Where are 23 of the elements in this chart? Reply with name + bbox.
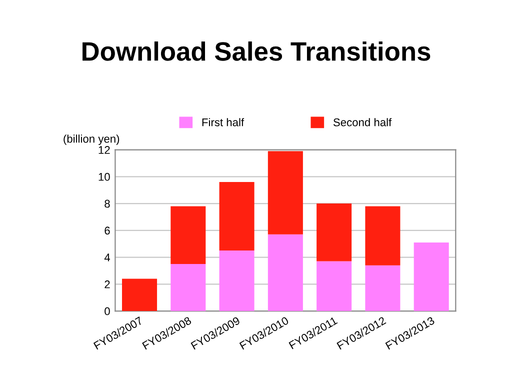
y-tick-label: 10	[98, 172, 110, 181]
bar	[316, 261, 352, 312]
y-tick-label: 12	[98, 146, 110, 154]
y-tick-label: 4	[104, 254, 110, 262]
bar	[316, 204, 352, 262]
y-tick-label: 6	[104, 226, 110, 235]
bar	[268, 151, 303, 234]
bar	[414, 242, 449, 312]
bar	[122, 278, 158, 312]
bar	[170, 264, 206, 312]
bar	[268, 234, 303, 312]
legend-label: First half	[202, 118, 244, 126]
bar	[365, 206, 400, 266]
bar	[170, 206, 206, 264]
legend-label: Second half	[333, 118, 392, 126]
y-tick-label: 2	[104, 280, 110, 288]
chart-title: Download Sales Transitions	[82, 41, 430, 61]
y-axis-title: (billion yen)	[64, 134, 120, 145]
bar	[219, 182, 254, 251]
bar	[365, 265, 400, 312]
bar	[219, 250, 254, 312]
y-tick-label: 8	[104, 200, 110, 208]
y-tick-label: 0	[104, 307, 110, 316]
